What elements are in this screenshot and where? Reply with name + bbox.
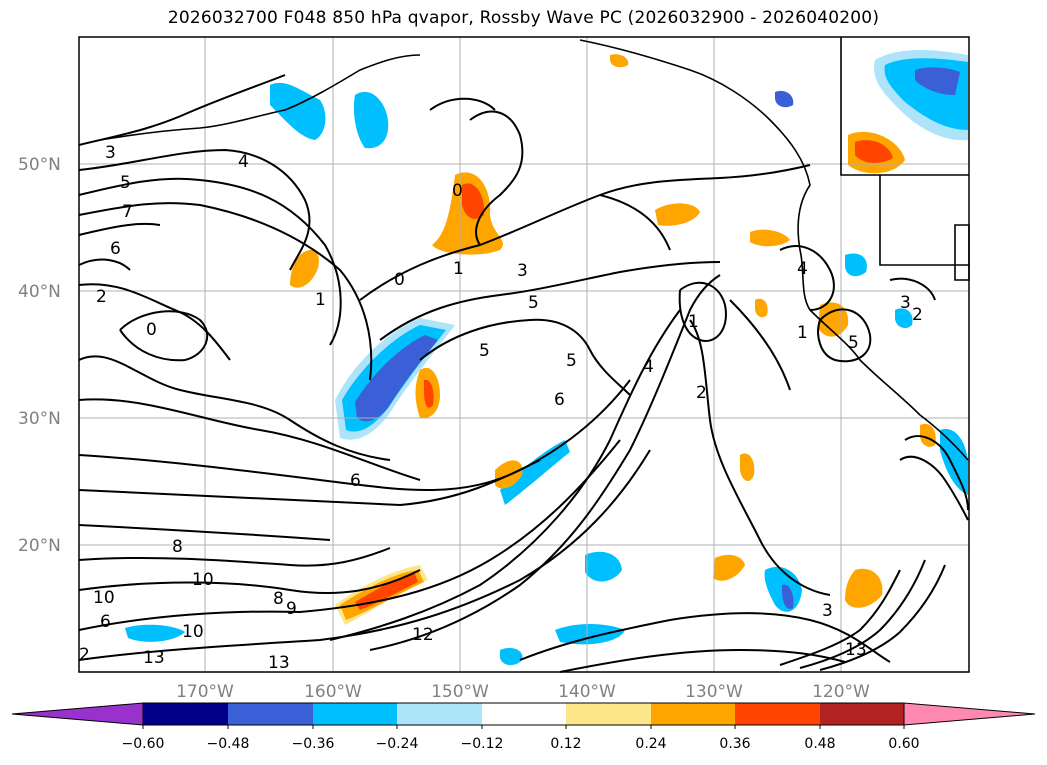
colorbar-tick-label: 0.60 (888, 736, 919, 752)
lon-label: 150°W (431, 682, 489, 702)
colorbar-extend-high (903, 702, 1036, 726)
lon-label: 160°W (304, 682, 362, 702)
contour-label: 3 (822, 601, 833, 621)
colorbar-segment (313, 703, 397, 725)
contour-label: 2 (96, 287, 107, 307)
contour-label: 8 (172, 537, 183, 557)
colorbar-tick-label: −0.12 (461, 736, 504, 752)
contour-label: 6 (350, 471, 361, 491)
colorbar-tick-label: 0.36 (719, 736, 750, 752)
lat-label: 40°N (18, 282, 61, 302)
contour-label: 5 (528, 293, 539, 313)
contour-labels: 3 4 5 7 6 2 0 1 0 0 1 3 5 5 5 6 6 8 8 9 … (79, 143, 923, 673)
contour-label: 2 (696, 383, 707, 403)
coastlines (99, 37, 970, 461)
contour-label: 10 (93, 588, 115, 608)
contour-label: 8 (273, 589, 284, 609)
colorbar-segment (735, 703, 820, 725)
contour-label: 1 (453, 259, 464, 279)
colorbar-segment (397, 703, 482, 725)
contour-label: 13 (143, 648, 165, 668)
contour-label: 3 (105, 143, 116, 163)
contour-label: 3 (517, 261, 528, 281)
colorbar-tick-label: 0.48 (804, 736, 835, 752)
contour-label: 1 (797, 323, 808, 343)
colorbar-segment (820, 703, 904, 725)
contour-label: 0 (452, 181, 463, 201)
contour-label: 10 (182, 622, 204, 642)
colorbar-segment (651, 703, 735, 725)
colorbar-segment (143, 703, 228, 725)
lon-label: 170°W (176, 682, 234, 702)
contour-label: 4 (238, 152, 249, 172)
contour-label: 6 (100, 612, 111, 632)
colorbar-outline (142, 702, 905, 726)
contour-label: 10 (192, 570, 214, 590)
lon-label: 140°W (558, 682, 616, 702)
colorbar-tick-label: 0.24 (635, 736, 666, 752)
colorbar-segment (228, 703, 313, 725)
map-title: 2026032700 F048 850 hPa qvapor, Rossby W… (167, 8, 880, 28)
lon-label: 120°W (812, 682, 870, 702)
contour-label: 13 (268, 653, 290, 673)
colorbar-tick-label: −0.48 (207, 736, 250, 752)
contour-label: 13 (845, 640, 867, 660)
contour-label: 4 (797, 259, 808, 279)
latitude-labels: 50°N 40°N 30°N 20°N (18, 155, 61, 556)
colorbar-tick-label: −0.24 (376, 736, 419, 752)
contour-label: 5 (120, 173, 131, 193)
lon-label: 130°W (685, 682, 743, 702)
contour-label: 5 (566, 351, 577, 371)
contour-label: 2 (79, 645, 90, 665)
contour-lines (78, 74, 969, 673)
contour-label: 6 (554, 390, 565, 410)
contour-label: 3 (900, 293, 911, 313)
contour-label: 1 (315, 290, 326, 310)
colorbar-segment (482, 703, 566, 725)
lat-label: 50°N (18, 155, 61, 175)
contour-label: 4 (643, 357, 654, 377)
map-frame (78, 36, 970, 673)
contour-label: 0 (146, 320, 157, 340)
contour-label: 5 (848, 333, 859, 353)
colorbar-tick-label: −0.60 (122, 736, 165, 752)
colorbar-segment (566, 703, 651, 725)
contour-label: 9 (286, 599, 297, 619)
contour-label: 1 (688, 312, 699, 332)
colorbar-extend-low (11, 702, 144, 726)
lat-label: 20°N (18, 536, 61, 556)
colorbar: −0.60 −0.48 −0.36 −0.24 −0.12 0.12 0.24 … (11, 702, 1036, 752)
shaded-anomalies (125, 50, 968, 666)
contour-label: 2 (912, 305, 923, 325)
contour-label: 6 (110, 239, 121, 259)
map-panel (79, 37, 969, 672)
lat-label: 30°N (18, 409, 61, 429)
colorbar-tick-label: −0.36 (292, 736, 335, 752)
contour-label: 5 (479, 341, 490, 361)
colorbar-tick-label: 0.12 (550, 736, 581, 752)
contour-label: 0 (394, 270, 405, 290)
contour-label: 7 (122, 202, 133, 222)
longitude-labels: 170°W 160°W 150°W 140°W 130°W 120°W (176, 682, 870, 702)
contour-label: 12 (412, 625, 434, 645)
